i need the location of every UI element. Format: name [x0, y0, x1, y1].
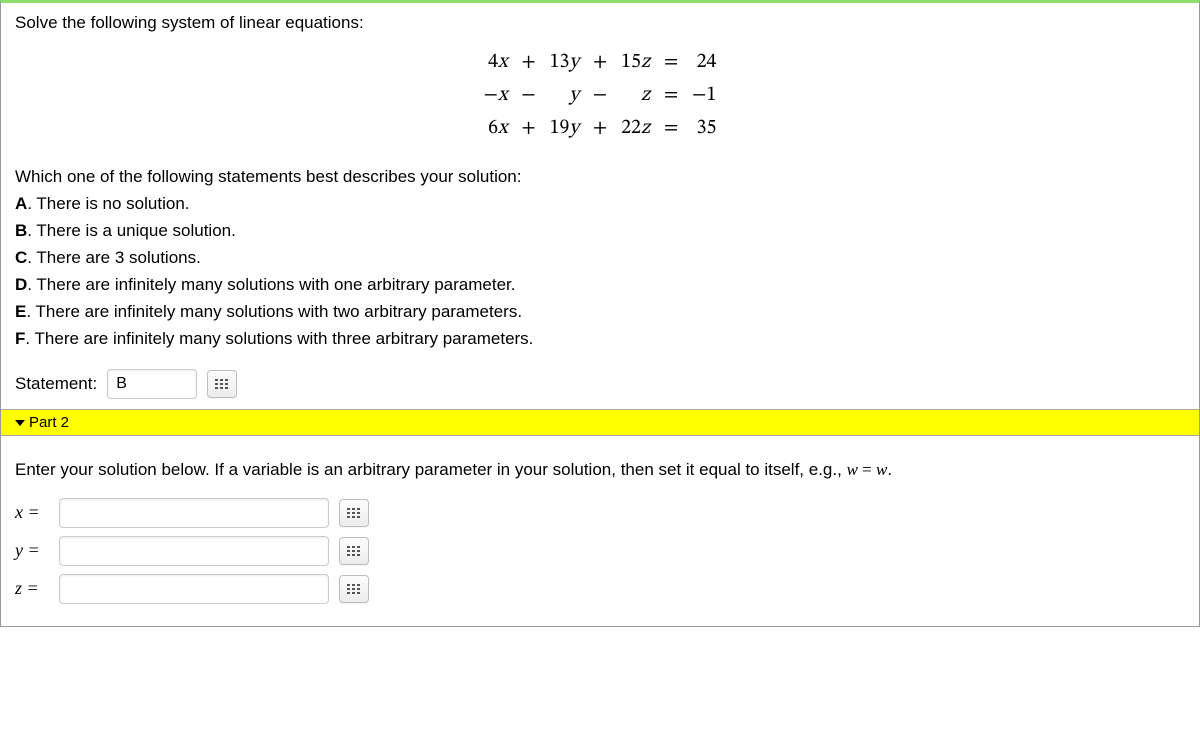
equation-editor-button[interactable]: [339, 575, 369, 603]
option-F: F. There are infinitely many solutions w…: [15, 328, 1185, 351]
prompt-text: Solve the following system of linear equ…: [15, 13, 1185, 33]
part-2-header[interactable]: Part 2: [1, 409, 1199, 436]
statement-label: Statement:: [15, 374, 97, 394]
option-D: D. There are infinitely many solutions w…: [15, 274, 1185, 297]
option-E: E. There are infinitely many solutions w…: [15, 301, 1185, 324]
x-label: x =: [15, 502, 49, 523]
keypad-icon: [347, 546, 361, 556]
options-prompt: Which one of the following statements be…: [15, 166, 1185, 189]
keypad-icon: [347, 508, 361, 518]
options-block: Which one of the following statements be…: [15, 166, 1185, 351]
keypad-icon: [215, 379, 229, 389]
x-input[interactable]: [59, 498, 329, 528]
option-A: A. There is no solution.: [15, 193, 1185, 216]
option-B: B. There is a unique solution.: [15, 220, 1185, 243]
equation-editor-button[interactable]: [339, 537, 369, 565]
equation-system: 4x + 13y + 15z = 24 −x − y − z = −1: [15, 43, 1185, 148]
y-input[interactable]: [59, 536, 329, 566]
equation-editor-button[interactable]: [207, 370, 237, 398]
collapse-icon: [15, 420, 25, 426]
z-input[interactable]: [59, 574, 329, 604]
statement-input[interactable]: [107, 369, 197, 399]
option-C: C. There are 3 solutions.: [15, 247, 1185, 270]
keypad-icon: [347, 584, 361, 594]
question-container: Solve the following system of linear equ…: [0, 0, 1200, 627]
y-label: y =: [15, 540, 49, 561]
equation-editor-button[interactable]: [339, 499, 369, 527]
part-2-title: Part 2: [29, 414, 69, 431]
part-2-instructions: Enter your solution below. If a variable…: [15, 460, 1185, 480]
z-label: z =: [15, 578, 49, 599]
